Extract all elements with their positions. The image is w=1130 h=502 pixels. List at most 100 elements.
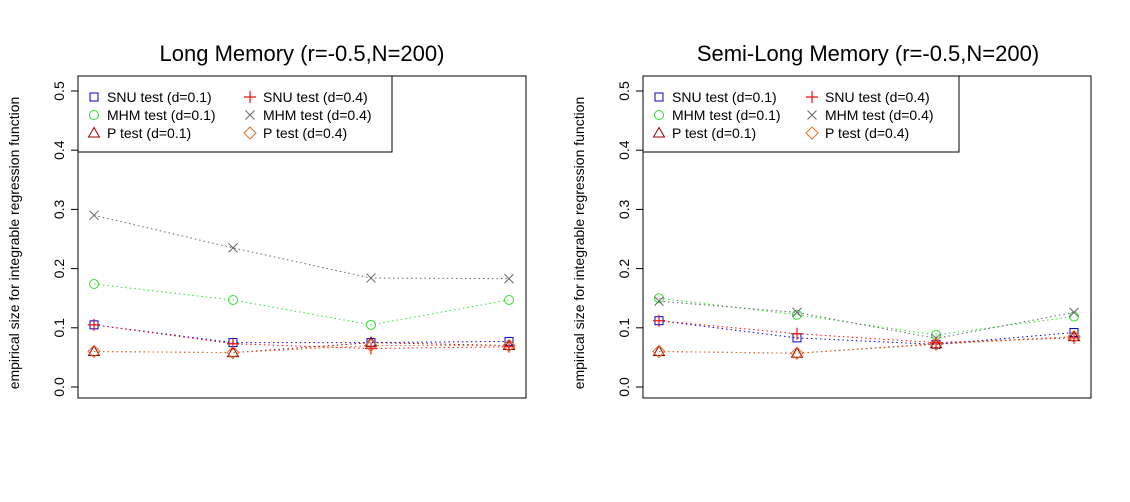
data-point-circle <box>228 294 238 305</box>
legend: SNU test (d=0.1) MHM test (d=0.1) P test… <box>642 75 960 153</box>
y-tick-label: 0.1 <box>616 318 632 338</box>
legend-entry: SNU test (d=0.1) <box>89 89 212 105</box>
data-point-triangle <box>87 126 101 138</box>
data-point-cross <box>245 110 255 120</box>
legend-marker-diamond <box>805 126 819 140</box>
legend-label: P test (d=0.4) <box>825 125 909 141</box>
legend-entry: MHM test (d=0.4) <box>807 107 934 123</box>
series-line <box>93 342 510 354</box>
data-point-diamond <box>805 126 819 140</box>
chart-title: Long Memory (r=-0.5,N=200) <box>160 41 445 66</box>
legend-entry: MHM test (d=0.4) <box>245 107 372 123</box>
data-point-circle <box>654 110 664 120</box>
legend-entry: SNU test (d=0.4) <box>806 89 930 105</box>
data-point-plus <box>653 314 665 327</box>
legend-label: SNU test (d=0.4) <box>263 89 368 105</box>
data-point-circle <box>504 294 514 305</box>
data-point-cross <box>1069 307 1079 318</box>
legend-marker-triangle <box>652 126 666 138</box>
data-point-cross <box>807 110 817 120</box>
legend-label: SNU test (d=0.1) <box>107 89 212 105</box>
legend-entry: SNU test (d=0.4) <box>244 89 368 105</box>
data-point-triangle <box>652 126 666 138</box>
legend-label: P test (d=0.1) <box>107 125 191 141</box>
legend-marker-plus <box>806 91 818 103</box>
data-point-cross <box>654 296 664 307</box>
y-axis: 0.0 0.1 0.2 0.3 0.4 0.5 <box>51 81 79 397</box>
data-point-plus <box>791 327 803 340</box>
legend-label: SNU test (d=0.1) <box>672 89 777 105</box>
y-axis-title: empirical size for integrable regression… <box>6 97 22 390</box>
data-point-diamond <box>243 126 257 140</box>
legend-box <box>77 75 393 153</box>
data-point-triangle <box>87 344 101 356</box>
chart-panel-long-memory: Long Memory (r=-0.5,N=200) empirical siz… <box>6 41 527 399</box>
data-point-diamond <box>652 344 666 359</box>
series-line <box>658 336 1075 354</box>
series-line <box>93 345 509 354</box>
legend-entry: SNU test (d=0.1) <box>654 89 777 105</box>
legend-entry: P test (d=0.1) <box>652 125 756 141</box>
y-tick-label: 0.1 <box>51 318 67 338</box>
legend-label: MHM test (d=0.4) <box>825 107 934 123</box>
legend-entry: P test (d=0.4) <box>243 125 347 141</box>
chart-title: Semi-Long Memory (r=-0.5,N=200) <box>697 41 1039 66</box>
legend: SNU test (d=0.1) MHM test (d=0.1) P test… <box>77 75 393 153</box>
data-point-cross <box>504 273 514 284</box>
series-line <box>93 283 510 326</box>
data-point-diamond <box>87 344 101 359</box>
series-line <box>93 324 510 350</box>
series-line <box>658 336 1075 354</box>
y-tick-label: 0.4 <box>51 140 67 160</box>
data-point-cross <box>89 210 99 221</box>
y-axis: 0.0 0.1 0.2 0.3 0.4 0.5 <box>616 81 644 397</box>
series-line <box>658 320 1075 344</box>
data-point-square <box>89 92 99 102</box>
y-tick-label: 0.5 <box>616 81 632 101</box>
legend-marker-circle <box>89 110 99 120</box>
legend-marker-square <box>654 92 664 102</box>
legend-entry: MHM test (d=0.1) <box>89 107 216 123</box>
data-point-cross <box>366 273 376 283</box>
legend-label: SNU test (d=0.4) <box>825 89 930 105</box>
series-line <box>658 320 1075 345</box>
y-tick-label: 0.0 <box>51 377 67 397</box>
data-point-diamond <box>364 338 378 353</box>
y-tick-label: 0.3 <box>51 199 67 219</box>
y-tick-label: 0.3 <box>616 199 632 219</box>
legend-label: P test (d=0.4) <box>263 125 347 141</box>
legend-entry: MHM test (d=0.1) <box>654 107 781 123</box>
series-line <box>658 300 1075 339</box>
legend-marker-circle <box>654 110 664 120</box>
y-axis-title: empirical size for integrable regression… <box>571 97 587 390</box>
legend-box <box>642 75 960 153</box>
data-point-circle <box>89 278 99 289</box>
legend-marker-diamond <box>243 126 257 140</box>
data-point-plus <box>244 91 256 103</box>
legend-entry: P test (d=0.4) <box>805 125 909 141</box>
data-point-triangle <box>790 346 804 358</box>
data-point-diamond <box>790 346 804 360</box>
data-point-circle <box>654 293 664 304</box>
data-point-diamond <box>502 338 516 353</box>
y-tick-label: 0.5 <box>51 81 67 101</box>
legend-marker-cross <box>245 110 255 120</box>
legend-marker-cross <box>807 110 817 120</box>
data-point-plus <box>1068 331 1080 344</box>
data-point-circle <box>792 309 802 320</box>
data-point-diamond <box>929 337 943 352</box>
data-point-triangle <box>652 344 666 356</box>
data-point-square <box>654 92 664 102</box>
legend-label: MHM test (d=0.4) <box>263 107 372 123</box>
legend-marker-plus <box>244 91 256 103</box>
data-point-circle <box>89 110 99 120</box>
series-line <box>93 324 510 344</box>
series-line <box>93 214 510 280</box>
data-point-diamond <box>226 345 240 360</box>
data-point-diamond <box>1067 329 1081 344</box>
data-point-plus <box>365 342 377 355</box>
y-tick-label: 0.0 <box>616 377 632 397</box>
y-tick-label: 0.4 <box>616 140 632 160</box>
data-point-cross <box>228 243 238 253</box>
